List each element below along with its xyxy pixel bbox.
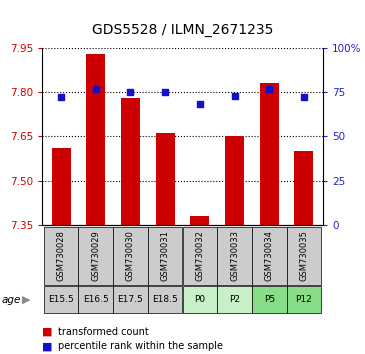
Bar xyxy=(190,216,210,225)
Bar xyxy=(78,286,113,313)
Point xyxy=(197,102,203,107)
Text: GSM730033: GSM730033 xyxy=(230,230,239,281)
Point xyxy=(127,89,133,95)
Bar xyxy=(287,227,321,285)
Text: E18.5: E18.5 xyxy=(152,295,178,304)
Point xyxy=(93,86,99,91)
Bar xyxy=(51,148,70,225)
Text: ■: ■ xyxy=(42,327,53,337)
Text: GDS5528 / ILMN_2671235: GDS5528 / ILMN_2671235 xyxy=(92,23,273,37)
Bar xyxy=(44,227,78,285)
Text: GSM730028: GSM730028 xyxy=(57,230,66,281)
Text: E15.5: E15.5 xyxy=(48,295,74,304)
Text: ▶: ▶ xyxy=(22,295,31,305)
Text: GSM730031: GSM730031 xyxy=(161,230,170,281)
Bar xyxy=(113,227,148,285)
Bar xyxy=(260,83,279,225)
Point xyxy=(301,95,307,100)
Bar xyxy=(44,286,78,313)
Text: percentile rank within the sample: percentile rank within the sample xyxy=(58,341,223,351)
Bar xyxy=(155,133,175,225)
Text: P2: P2 xyxy=(229,295,240,304)
Text: P12: P12 xyxy=(296,295,312,304)
Bar xyxy=(148,286,182,313)
Bar xyxy=(287,286,321,313)
Text: GSM730034: GSM730034 xyxy=(265,230,274,281)
Bar xyxy=(86,54,105,225)
Bar xyxy=(182,286,217,313)
Bar xyxy=(217,286,252,313)
Bar xyxy=(217,227,252,285)
Text: P5: P5 xyxy=(264,295,275,304)
Text: ■: ■ xyxy=(42,341,53,351)
Point xyxy=(232,93,238,98)
Text: GSM730030: GSM730030 xyxy=(126,230,135,281)
Text: P0: P0 xyxy=(194,295,205,304)
Text: E16.5: E16.5 xyxy=(83,295,109,304)
Bar xyxy=(225,136,244,225)
Bar xyxy=(121,98,140,225)
Bar xyxy=(182,227,217,285)
Point xyxy=(162,89,168,95)
Bar xyxy=(113,286,148,313)
Text: GSM730032: GSM730032 xyxy=(195,230,204,281)
Bar xyxy=(252,227,287,285)
Text: age: age xyxy=(2,295,21,305)
Text: GSM730035: GSM730035 xyxy=(299,230,308,281)
Text: E17.5: E17.5 xyxy=(118,295,143,304)
Bar xyxy=(148,227,182,285)
Point xyxy=(266,86,272,91)
Point xyxy=(58,95,64,100)
Text: transformed count: transformed count xyxy=(58,327,149,337)
Bar xyxy=(295,151,314,225)
Bar xyxy=(78,227,113,285)
Text: GSM730029: GSM730029 xyxy=(91,230,100,281)
Bar xyxy=(252,286,287,313)
